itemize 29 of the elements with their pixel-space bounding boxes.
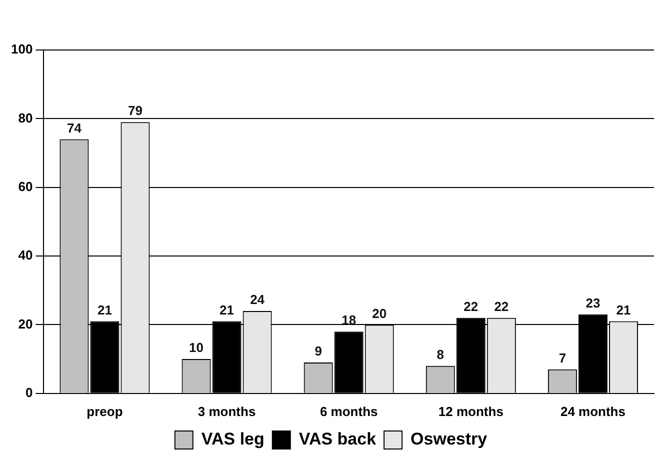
x-tick-label: 3 months <box>198 404 256 419</box>
y-tick-label: 0 <box>25 384 33 400</box>
data-label: 21 <box>616 302 631 318</box>
data-label: 23 <box>586 295 600 310</box>
data-label: 7 <box>558 350 566 366</box>
y-tick-label: 40 <box>18 248 33 263</box>
x-tick-label: 6 months <box>320 404 378 419</box>
data-label: 79 <box>128 103 142 118</box>
legend-label: VAS leg <box>201 430 264 449</box>
legend-label: VAS back <box>298 430 377 449</box>
data-label: 21 <box>220 302 234 318</box>
y-tick-label: 60 <box>18 178 33 194</box>
data-label: 24 <box>250 292 266 308</box>
x-tick-label: 12 months <box>438 404 504 419</box>
data-label: 20 <box>372 306 387 321</box>
data-label: 22 <box>494 298 509 314</box>
data-label: 22 <box>464 298 478 314</box>
data-label: 74 <box>66 120 82 136</box>
data-label: 10 <box>189 340 204 356</box>
data-label: 9 <box>314 344 322 359</box>
y-tick-label: 20 <box>18 316 33 332</box>
legend-label: Oswestry <box>410 430 488 449</box>
x-tick-label: preop <box>86 404 123 419</box>
data-label: 21 <box>97 302 112 318</box>
x-tick-label: 24 months <box>560 404 626 419</box>
y-tick-label: 80 <box>18 110 33 126</box>
y-tick-label: 100 <box>10 42 33 57</box>
data-label: 18 <box>342 312 356 328</box>
data-label: 8 <box>436 347 444 362</box>
